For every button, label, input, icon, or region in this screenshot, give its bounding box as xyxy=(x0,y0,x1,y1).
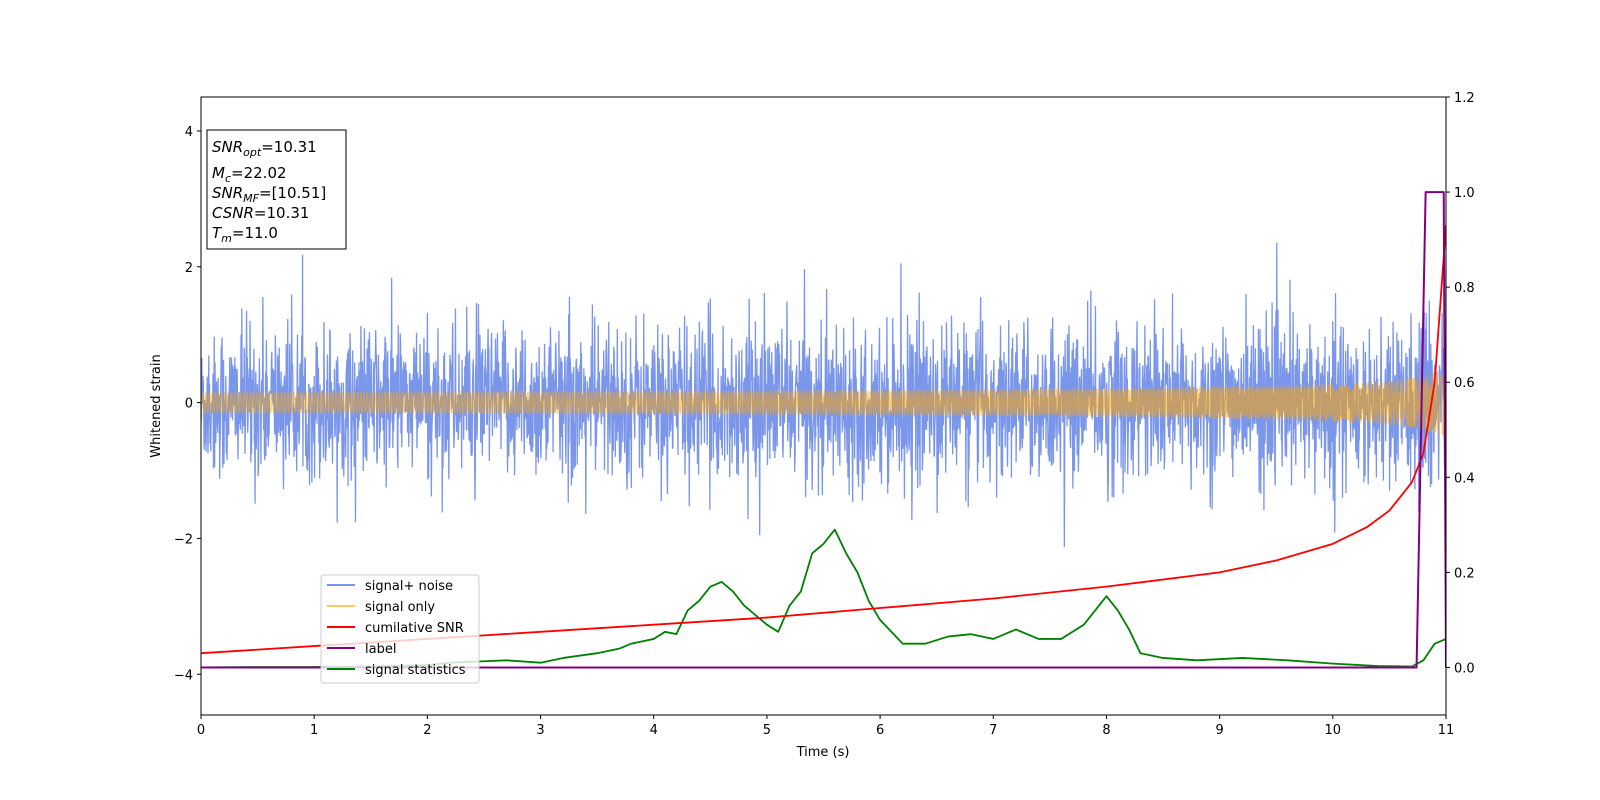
series-signal-only xyxy=(201,364,1446,442)
y-right-tick-label: 0.0 xyxy=(1454,661,1475,676)
x-axis-label: Time (s) xyxy=(796,745,850,760)
y-left-tick-label: 2 xyxy=(185,261,193,276)
x-tick-label: 11 xyxy=(1438,723,1455,738)
y-left-tick-label: 0 xyxy=(185,397,193,412)
annotation-mc: Mc=22.02 xyxy=(212,164,287,185)
legend: signal+ noise signal only cumilative SNR… xyxy=(320,574,480,684)
y-left-tick-label: 4 xyxy=(185,125,193,140)
x-tick-label: 10 xyxy=(1325,723,1342,738)
y-right-tick-label: 0.8 xyxy=(1454,281,1475,296)
annotation-csnr: CSNR=10.31 xyxy=(212,204,309,222)
series-signal-statistics xyxy=(201,528,1446,669)
y-left-tick-label: −4 xyxy=(174,668,193,683)
x-tick-label: 7 xyxy=(989,723,997,738)
axis-ticks: 0 1 2 3 4 5 6 7 8 9 10 11 4 2 0 −2 −4 1.2 1.0 0.8 0.6 0.4 0.2 0… xyxy=(174,91,1475,738)
x-tick-label: 8 xyxy=(1102,723,1110,738)
legend-label-signal: signal only xyxy=(365,600,435,615)
annotation-tm: Tm=11.0 xyxy=(212,224,278,245)
legend-label-snr: cumilative SNR xyxy=(365,621,464,636)
annotation-snr-opt: SNRopt=10.31 xyxy=(212,138,317,159)
x-tick-label: 9 xyxy=(1215,723,1223,738)
annotation-box: SNRopt=10.31 Mc=22.02 SNRMF=[10.51] CSNR… xyxy=(206,129,347,250)
x-tick-label: 1 xyxy=(310,723,318,738)
x-tick-label: 3 xyxy=(536,723,544,738)
legend-label-noise: signal+ noise xyxy=(365,579,453,594)
series-cumulative-snr xyxy=(201,225,1446,655)
series-label xyxy=(201,191,1446,669)
y-left-tick-label: −2 xyxy=(174,532,193,547)
legend-label-stats: signal statistics xyxy=(365,663,466,678)
series-signal-noise xyxy=(201,242,1446,548)
x-tick-label: 4 xyxy=(650,723,658,738)
y-right-tick-label: 0.6 xyxy=(1454,376,1475,391)
x-tick-label: 0 xyxy=(197,723,205,738)
y-right-tick-label: 1.0 xyxy=(1454,186,1475,201)
plot-area xyxy=(201,191,1446,669)
y-right-tick-label: 0.2 xyxy=(1454,566,1475,581)
x-tick-label: 6 xyxy=(876,723,884,738)
annotation-snr-mf: SNRMF=[10.51] xyxy=(212,184,326,205)
y-right-tick-label: 1.2 xyxy=(1454,91,1475,106)
plot-frame xyxy=(200,96,1447,716)
x-tick-label: 5 xyxy=(763,723,771,738)
y-axis-label: Whitened strain xyxy=(149,354,164,457)
legend-label-label: label xyxy=(365,642,396,657)
x-tick-label: 2 xyxy=(423,723,431,738)
y-right-tick-label: 0.4 xyxy=(1454,471,1475,486)
